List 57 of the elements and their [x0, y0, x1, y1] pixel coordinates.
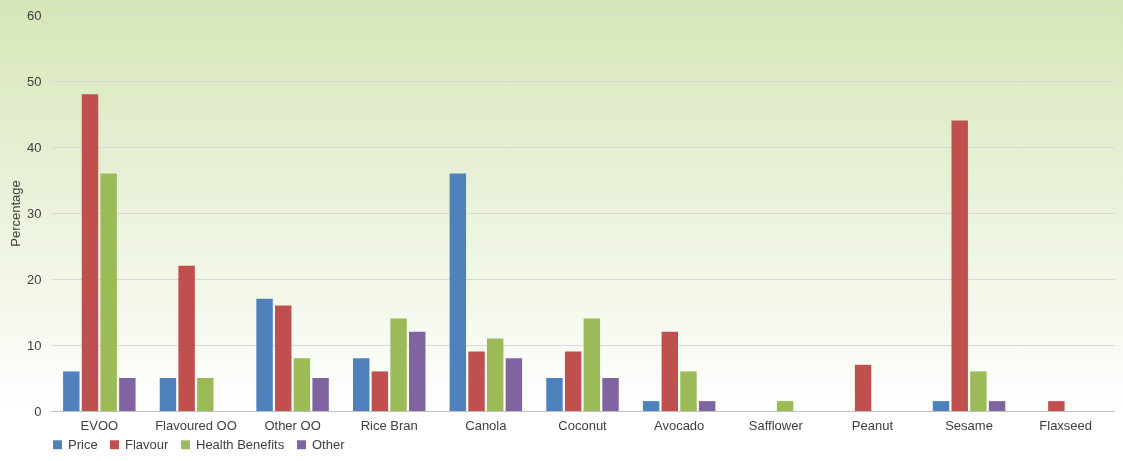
- bar: [409, 331, 426, 411]
- y-tick-label: 60: [27, 7, 42, 23]
- x-tick-label: Peanut: [851, 417, 894, 433]
- bar: [100, 173, 117, 411]
- legend-label: Other: [312, 436, 346, 452]
- y-tick-label: 50: [27, 73, 42, 89]
- bar: [275, 305, 292, 411]
- bar: [312, 378, 329, 411]
- bar: [449, 173, 467, 411]
- x-tick-label: Other OO: [264, 417, 321, 433]
- y-tick-label: 40: [27, 139, 42, 155]
- bar: [932, 401, 950, 411]
- bar: [505, 358, 523, 411]
- x-tick-label: Flaxseed: [1039, 417, 1093, 433]
- bar: [352, 358, 370, 411]
- bar: [1048, 401, 1065, 411]
- y-tick-label: 0: [34, 403, 42, 419]
- x-tick-label: Safflower: [748, 417, 804, 433]
- x-tick-label: Coconut: [558, 417, 608, 433]
- bar: [119, 378, 136, 411]
- bar: [854, 364, 872, 411]
- bar: [680, 371, 697, 411]
- bar: [178, 265, 195, 411]
- bar: [776, 401, 794, 411]
- legend-label: Price: [68, 436, 98, 452]
- x-tick-label: EVOO: [80, 417, 119, 433]
- x-tick-label: Sesame: [945, 417, 993, 433]
- bar: [390, 318, 407, 411]
- bar: [951, 120, 968, 411]
- bar: [371, 371, 389, 411]
- bar: [468, 351, 485, 411]
- x-tick-label: Avocado: [653, 417, 705, 433]
- legend-label: Health Benefits: [196, 436, 285, 452]
- x-tick-label: Canola: [465, 417, 508, 433]
- legend-label: Flavour: [125, 436, 170, 452]
- y-axis-title: Percentage: [8, 180, 24, 247]
- bar: [256, 298, 273, 411]
- y-tick-label: 30: [27, 205, 42, 221]
- bar: [970, 371, 987, 411]
- bar: [642, 401, 660, 411]
- bar: [197, 378, 214, 411]
- bar: [698, 401, 716, 411]
- y-tick-label: 10: [27, 337, 42, 353]
- bar: [988, 401, 1006, 411]
- y-tick-label: 20: [27, 271, 42, 287]
- bar: [159, 378, 177, 411]
- bar: [293, 358, 311, 411]
- bar: [546, 378, 563, 411]
- bar: [564, 351, 582, 411]
- bar: [63, 371, 80, 411]
- x-tick-label: Rice Bran: [360, 417, 418, 433]
- bar: [583, 318, 601, 411]
- bar: [81, 94, 99, 411]
- bar: [661, 331, 679, 411]
- bar: [486, 338, 504, 411]
- x-tick-label: Flavoured OO: [155, 417, 237, 433]
- bar: [602, 378, 619, 411]
